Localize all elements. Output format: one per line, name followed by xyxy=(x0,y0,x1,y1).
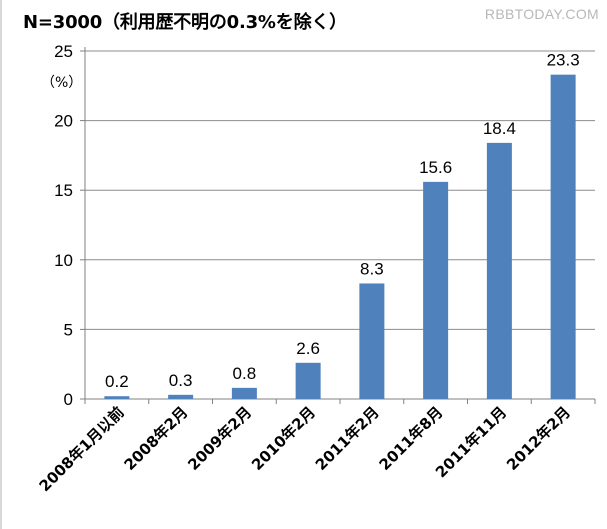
data-label: 15.6 xyxy=(419,158,452,177)
category-label: 2010年2月 xyxy=(248,403,319,474)
category-label: 2012年2月 xyxy=(503,403,574,474)
y-tick-label: 10 xyxy=(54,251,73,270)
bar xyxy=(104,396,130,399)
y-tick-label: 0 xyxy=(64,390,73,409)
axes: 0 5 10 15 20 25 xyxy=(54,42,596,409)
bar xyxy=(231,387,257,399)
data-label: 0.8 xyxy=(233,364,257,383)
category-label: 2011年8月 xyxy=(376,403,447,474)
chart-title: N=3000（利用歴不明の0.3%を除く） xyxy=(23,12,347,33)
category-label: 2011年2月 xyxy=(312,403,383,474)
bar xyxy=(423,181,449,399)
data-labels: 0.2 0.3 0.8 2.6 8.3 15.6 18.4 23.3 xyxy=(105,51,580,392)
bar xyxy=(359,283,385,399)
bar xyxy=(168,394,194,399)
y-tick-label: 5 xyxy=(64,320,73,339)
category-label: 2008年2月 xyxy=(121,403,192,474)
gridlines xyxy=(85,50,595,330)
data-label: 8.3 xyxy=(360,259,384,278)
y-tick-label: 20 xyxy=(54,112,73,131)
data-label: 0.2 xyxy=(105,372,129,391)
data-label: 23.3 xyxy=(547,51,580,70)
y-tick-label: 15 xyxy=(54,181,73,200)
data-label: 2.6 xyxy=(296,339,320,358)
bar xyxy=(486,142,512,399)
bar xyxy=(295,362,321,399)
bars xyxy=(104,74,576,399)
bar xyxy=(550,74,576,399)
y-axis-unit-label: （%） xyxy=(41,75,83,91)
category-label: 2008年1月以前 xyxy=(36,403,128,495)
y-tick-label: 25 xyxy=(54,42,73,61)
category-label: 2009年2月 xyxy=(184,403,255,474)
category-labels: 2008年1月以前2008年2月2009年2月2010年2月2011年2月201… xyxy=(36,403,574,495)
data-label: 0.3 xyxy=(169,371,193,390)
data-label: 18.4 xyxy=(483,119,516,138)
watermark: RBBTODAY.COM xyxy=(484,6,599,22)
